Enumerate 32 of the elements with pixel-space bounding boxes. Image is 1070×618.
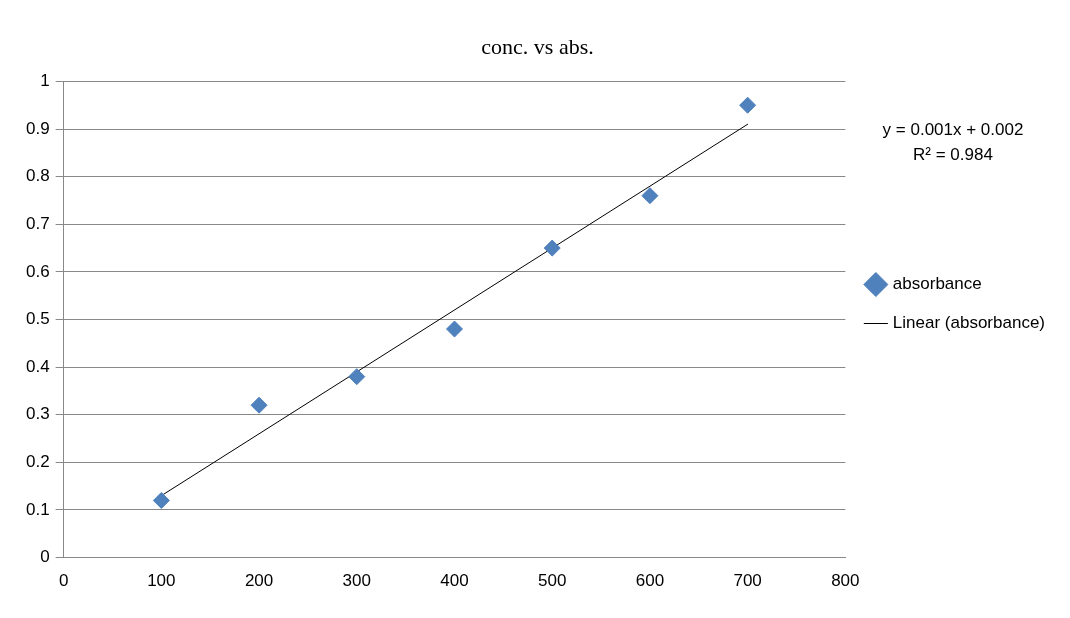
x-tick-label: 300 [342,571,371,591]
y-tick-label: 0.1 [25,499,50,519]
x-tick-label: 400 [440,571,469,591]
y-tick-label: 0.5 [25,309,50,329]
chart-title: conc. vs abs. [481,33,594,59]
y-tick-label: 0.3 [25,404,50,424]
x-tick-label: 0 [58,571,69,591]
text: y = 0.001x + 0.002 [881,119,1025,141]
point [348,368,366,386]
point [543,239,561,257]
point [250,396,268,414]
y-tick-label: 0.8 [25,166,50,186]
x-tick-label: 700 [733,571,762,591]
legend-label: Linear (absorbance) [892,313,1046,333]
x-tick-label: 800 [831,571,860,591]
y-tick-label: 1 [40,71,50,91]
x-tick-label: 200 [244,571,274,591]
y-tick-label: 0.6 [25,261,50,281]
x-tick-label: 500 [538,571,567,591]
text: R² = 0.984 [912,143,994,166]
legend-label: absorbance [892,274,982,294]
point [739,96,757,114]
y-tick-label: 0.4 [25,356,50,376]
point [445,320,463,338]
y-tick-label: 0.2 [25,452,50,472]
y-tick-label: 0.9 [25,118,50,138]
x-tick-label: 600 [635,571,665,591]
point [152,491,170,509]
y-tick-label: 0.7 [25,213,50,233]
x-tick-label: 100 [147,571,176,591]
y-tick-label: 0 [40,547,50,567]
point [641,187,659,205]
